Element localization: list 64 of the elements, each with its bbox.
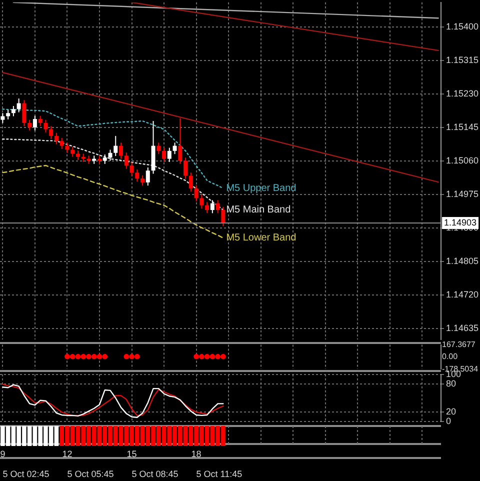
x-tick-label: 18 — [191, 448, 202, 459]
y-tick-label: 80 — [446, 378, 456, 388]
y-tick-label: 1.15145 — [446, 122, 479, 132]
y-tick-label: 1.15230 — [446, 88, 479, 99]
y-tick-label: 1.14720 — [446, 290, 479, 300]
candlestick — [172, 142, 177, 155]
candlestick — [0, 112, 5, 124]
candlestick — [70, 146, 75, 158]
candlestick — [162, 147, 166, 162]
series-label: M5 Upper Band — [226, 183, 296, 194]
candlestick — [200, 194, 204, 209]
candlestick — [124, 152, 128, 170]
candlestick — [216, 200, 220, 214]
candlestick — [114, 135, 118, 157]
y-tick-label: 1.14635 — [446, 323, 479, 334]
candlestick — [60, 137, 64, 150]
candlestick — [108, 149, 112, 162]
text: 5 Oct 11:45 — [196, 468, 242, 479]
candlestick — [54, 132, 58, 145]
candlestick — [6, 109, 10, 120]
text: 5 Oct 05:45 — [67, 468, 114, 479]
y-tick-label: 1.14975 — [446, 189, 479, 200]
candlestick — [49, 126, 54, 140]
y-tick-label: -178.5034 — [442, 364, 479, 374]
candlestick — [205, 202, 210, 214]
text: 5 Oct 02:45 — [2, 468, 50, 479]
candlestick — [28, 119, 32, 131]
candlestick — [11, 106, 16, 117]
candlestick — [146, 166, 150, 186]
x-tick-label: 15 — [126, 448, 137, 459]
candlestick — [140, 174, 145, 186]
y-tick-label: 0.00 — [442, 352, 458, 361]
y-tick-label: 1.14805 — [446, 256, 479, 266]
candlestick — [32, 115, 37, 131]
y-tick-label: 0 — [446, 416, 452, 426]
y-tick-label: 1.15060 — [446, 156, 479, 166]
candlestick — [156, 142, 161, 155]
candlestick — [76, 150, 80, 160]
candlestick — [119, 142, 124, 160]
candlestick — [38, 115, 42, 127]
candlestick — [16, 98, 21, 113]
candlestick — [22, 100, 26, 127]
candlestick — [130, 162, 134, 176]
candlestick — [44, 119, 48, 133]
text: 5 Oct 08:45 — [132, 468, 178, 479]
candlestick — [102, 154, 107, 164]
candlestick — [188, 172, 193, 192]
candlestick — [167, 147, 172, 162]
y-tick-label: 167.3677 — [442, 340, 476, 350]
y-tick-label: 1.15400 — [446, 22, 479, 32]
x-tick-label: 12 — [62, 448, 72, 459]
series-label: M5 Lower Band — [226, 232, 296, 244]
candlestick — [221, 206, 226, 227]
series-label: M5 Main Band — [226, 204, 291, 216]
candlestick — [184, 157, 188, 180]
candlestick — [194, 184, 198, 202]
ref-line-label: 1.14903 — [444, 217, 477, 228]
candlestick — [210, 200, 214, 214]
y-tick-label: 1.15315 — [446, 55, 479, 66]
line-series — [2, 164, 224, 239]
x-tick-label: 9 — [0, 448, 6, 459]
y-tick-label: 20 — [446, 406, 456, 417]
candlestick — [178, 118, 182, 164]
candlestick — [135, 168, 140, 182]
